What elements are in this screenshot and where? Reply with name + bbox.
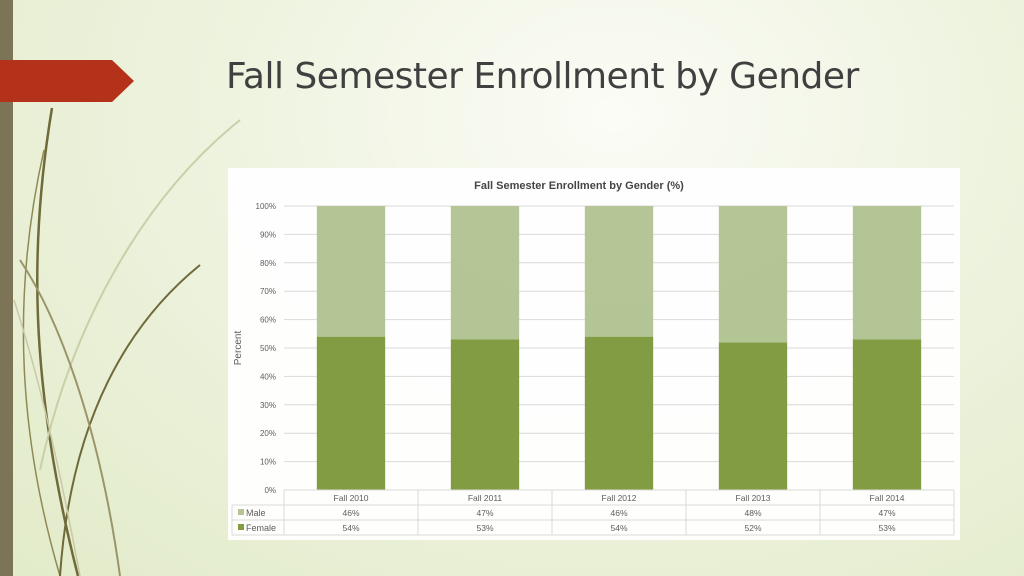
y-tick-label: 40% [260, 372, 276, 381]
bar-male [450, 206, 520, 340]
y-tick-label: 0% [264, 486, 276, 495]
bar-female [584, 336, 654, 490]
bar-female [316, 336, 386, 490]
bar-male [718, 206, 788, 343]
data-label-female: 54% [610, 523, 627, 533]
data-label-male: 47% [476, 508, 493, 518]
y-axis-label: Percent [233, 331, 244, 366]
y-tick-label: 60% [260, 316, 276, 325]
y-tick-label: 20% [260, 429, 276, 438]
title-accent-arrow [0, 60, 134, 102]
data-label-female: 52% [744, 523, 761, 533]
bar-female [450, 339, 520, 490]
legend-label-female: Female [246, 523, 276, 533]
legend-label-male: Male [246, 508, 266, 518]
data-label-male: 48% [744, 508, 761, 518]
bar-male [584, 206, 654, 337]
data-label-female: 53% [878, 523, 895, 533]
data-label-male: 47% [878, 508, 895, 518]
x-category-label: Fall 2013 [736, 493, 771, 503]
x-category-label: Fall 2010 [334, 493, 369, 503]
data-label-female: 53% [476, 523, 493, 533]
chart-title: Fall Semester Enrollment by Gender (%) [474, 180, 684, 192]
decorative-leaves [0, 60, 241, 576]
data-label-male: 46% [342, 508, 359, 518]
stacked-bar-chart: Fall Semester Enrollment by Gender (%) Pe… [231, 180, 955, 536]
y-tick-label: 90% [260, 230, 276, 239]
y-tick-label: 30% [260, 401, 276, 410]
y-tick-label: 70% [260, 287, 276, 296]
x-category-label: Fall 2012 [602, 493, 637, 503]
slide-title: Fall Semester Enrollment by Gender [226, 56, 859, 97]
x-category-label: Fall 2011 [468, 493, 503, 503]
y-tick-label: 50% [260, 344, 276, 353]
y-tick-label: 10% [260, 458, 276, 467]
legend-key-male [238, 509, 244, 515]
data-label-female: 54% [342, 523, 359, 533]
legend-key-female [238, 524, 244, 530]
y-tick-label: 80% [260, 259, 276, 268]
y-tick-label: 100% [256, 202, 276, 211]
bar-female [852, 339, 922, 490]
bar-male [852, 206, 922, 340]
bar-male [316, 206, 386, 337]
data-label-male: 46% [610, 508, 627, 518]
x-category-label: Fall 2014 [870, 493, 905, 503]
chart-container: Fall Semester Enrollment by Gender (%) Pe… [228, 168, 960, 540]
slide-sidebar [0, 0, 13, 576]
bar-female [718, 342, 788, 490]
